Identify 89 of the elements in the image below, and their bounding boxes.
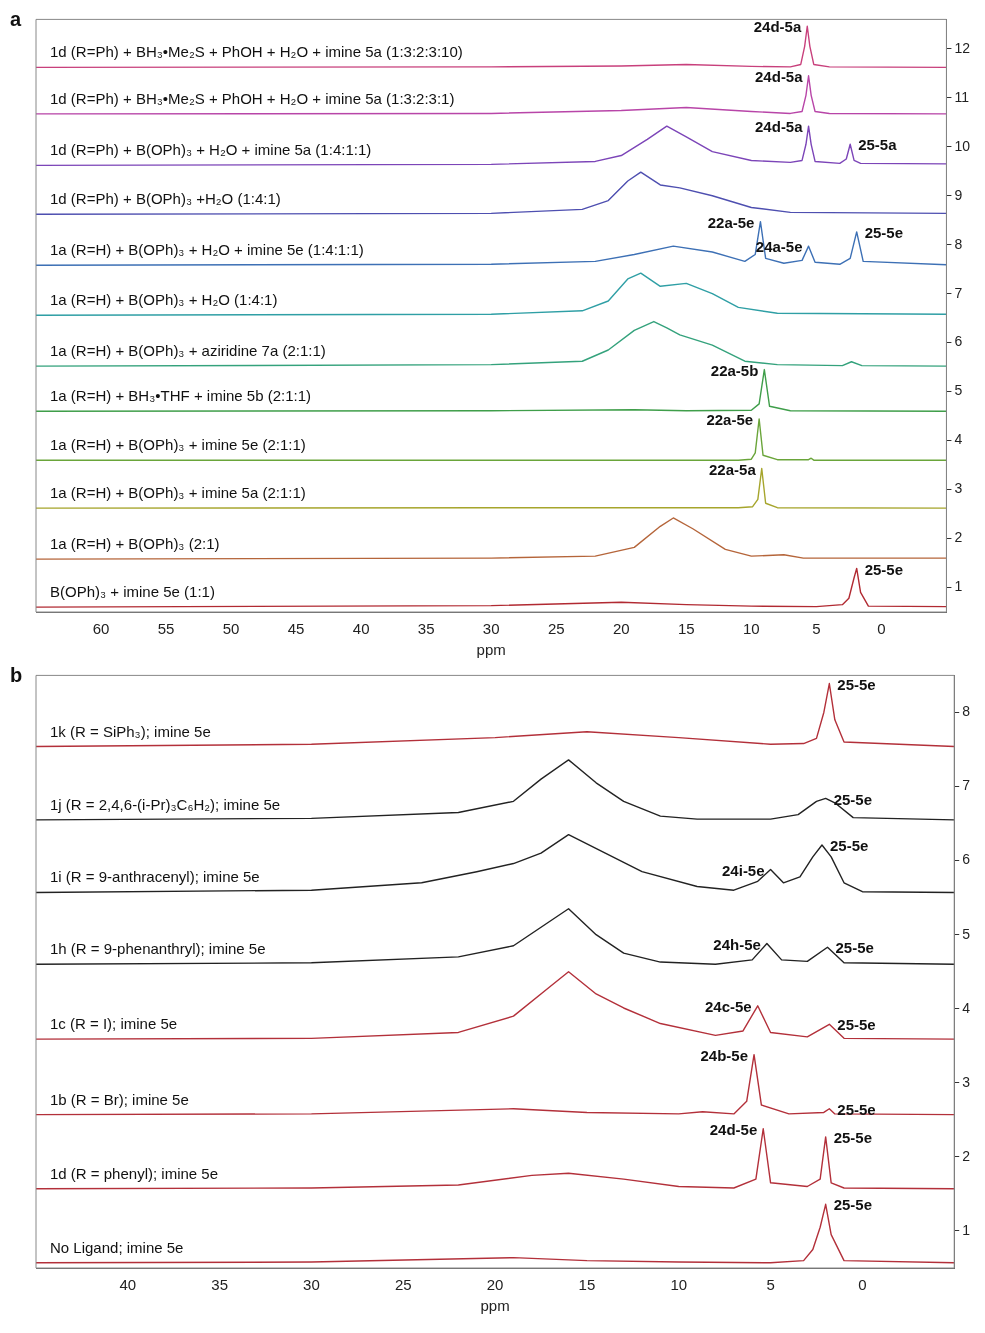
chart-title: a [10,7,22,30]
y-tick-label: 4 [954,431,963,448]
y-tick-label: 12 [954,39,971,56]
x-tick-label: 60 [92,620,110,638]
x-axis-title: ppm [480,1297,510,1315]
x-tick-label: 15 [677,620,695,638]
x-tick-label: 5 [812,620,821,638]
x-axis-title: ppm [476,641,506,659]
annotation: 24d-5a [755,118,804,136]
series-label: 1j (R = 2,4,6-(i-Pr)₃C₆H₂); imine 5e [50,795,281,813]
annotation: 22a-5b [710,361,759,379]
x-tick-label: 30 [482,620,500,638]
annotation: 25-5e [833,1196,873,1214]
x-tick-label: 25 [394,1276,412,1294]
x-tick-label: 10 [670,1276,688,1294]
annotation: 25-5e [864,560,904,578]
x-tick-label: 15 [578,1276,596,1294]
y-tick-label: 6 [954,333,963,350]
series-label: 1a (R=H) + B(OPh)₃ + H₂O + imine 5e (1:4:1:1) [50,241,364,259]
y-tick-label: 8 [954,235,963,252]
x-tick-label: 5 [766,1276,775,1294]
x-tick-label: 35 [417,620,435,638]
y-tick-label: 7 [962,777,971,794]
x-tick-label: 35 [211,1276,228,1294]
y-tick-label: 2 [954,529,963,546]
annotation: 22a-5a [709,460,757,478]
annotation: 24d-5e [709,1120,758,1138]
annotation: 24c-5e [705,997,752,1015]
y-tick-label: 5 [954,382,963,399]
series-label: 1i (R = 9-anthracenyl); imine 5e [50,868,260,886]
x-tick-label: 0 [877,620,886,638]
y-tick-label: 4 [962,999,971,1016]
y-tick-label: 6 [962,851,971,868]
annotation: 25-5e [837,1100,876,1118]
y-tick-label: 11 [954,88,970,105]
y-tick-label: 2 [962,1147,971,1164]
annotation: 25-5a [858,136,898,154]
y-tick-label: 7 [954,284,963,301]
x-tick-label: 25 [547,620,565,638]
y-tick-label: 5 [962,925,971,942]
x-tick-label: 20 [612,620,630,638]
series-label: 1d (R=Ph) + B(OPh)₃ + H₂O + imine 5a (1:4:1:1) [50,141,372,159]
annotation: 25-5e [829,837,869,855]
x-tick-label: 40 [352,620,370,638]
series-label: 1a (R=H) + BH₃•THF + imine 5b (2:1:1) [50,387,312,405]
x-tick-label: 10 [742,620,760,638]
x-tick-label: 45 [287,620,305,638]
chart-title: b [10,663,23,686]
y-tick-label: 9 [954,186,963,203]
series-label: 1d (R=Ph) + BH₃•Me₂S + PhOH + H₂O + imine 5a (1:3:2:3:1) [50,89,455,107]
x-tick-label: 40 [119,1276,137,1294]
series-label: 1a (R=H) + B(OPh)₃ + aziridine 7a (2:1:1) [50,342,326,360]
annotation: 22a-5e [706,411,754,429]
annotation: 25-5e [833,790,873,808]
series-label: 1a (R=H) + B(OPh)₃ (2:1) [50,535,220,553]
x-tick-label: 20 [486,1276,504,1294]
series-label: 1a (R=H) + B(OPh)₃ + H₂O (1:4:1) [50,291,278,309]
x-tick-label: 0 [858,1276,867,1294]
series-label: 1h (R = 9-phenanthryl); imine 5e [50,940,266,958]
series-label: 1d (R = phenyl); imine 5e [50,1164,219,1182]
y-tick-label: 3 [962,1073,971,1090]
series-label: 1d (R=Ph) + BH₃•Me₂S + PhOH + H₂O + imine 5a (1:3:2:3:10) [50,43,463,61]
series-label: 1d (R=Ph) + B(OPh)₃ +H₂O (1:4:1) [50,190,281,208]
annotation: 25-5e [837,675,876,693]
x-tick-label: 55 [157,620,175,638]
annotation: 22a-5e [707,213,755,231]
y-tick-label: 8 [962,703,971,720]
annotation: 24i-5e [722,861,765,879]
series-label: 1k (R = SiPh₃); imine 5e [50,722,211,740]
y-tick-label: 10 [954,137,971,154]
annotation: 25-5e [835,939,874,957]
series-label: 1c (R = I); imine 5e [50,1015,178,1033]
annotation: 25-5e [837,1016,876,1034]
series-label: 1b (R = Br); imine 5e [50,1090,189,1108]
x-tick-label: 50 [222,620,240,638]
annotation: 24d-5a [753,18,802,36]
annotation: 25-5e [864,224,904,242]
series-label: No Ligand; imine 5e [50,1238,184,1256]
annotation: 25-5e [833,1129,873,1147]
y-tick-label: 1 [962,1221,971,1238]
annotation: 24h-5e [713,935,761,953]
x-tick-label: 30 [303,1276,320,1294]
y-tick-label: 1 [954,578,963,595]
annotation: 24b-5e [700,1046,749,1064]
series-label: 1a (R=H) + B(OPh)₃ + imine 5a (2:1:1) [50,484,306,502]
series-label: 1a (R=H) + B(OPh)₃ + imine 5e (2:1:1) [50,436,306,454]
y-tick-label: 3 [954,480,963,497]
annotation: 24d-5a [755,67,804,85]
series-label: B(OPh)₃ + imine 5e (1:1) [50,583,215,601]
